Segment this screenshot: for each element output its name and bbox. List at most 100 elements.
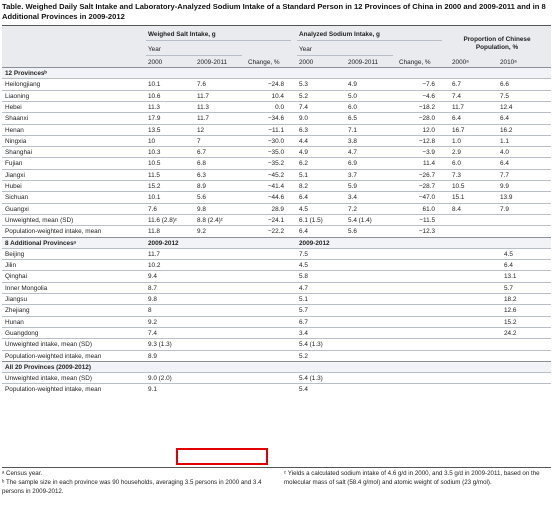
- salt-2009-2012: 9.8: [148, 296, 157, 303]
- header-sodium: Analyzed Sodium Intake, g: [299, 31, 380, 38]
- sodium-change: −11.5: [419, 216, 435, 224]
- prop-2010: 18.2: [504, 296, 517, 303]
- salt-2000: 10.1: [148, 194, 161, 202]
- sodium-change: −7.6: [422, 81, 435, 89]
- salt-2000: 11.3: [148, 103, 160, 111]
- sodium-2009-2012: 5.1: [299, 296, 308, 303]
- sodium-2009-2012: 7.5: [299, 250, 308, 258]
- salt-2009-2012: 9.4: [148, 273, 157, 281]
- header-rule-year-sodium: [297, 55, 393, 56]
- sodium-2009: 5.4 (1.4): [348, 216, 372, 224]
- salt-change: 28.9: [271, 205, 284, 213]
- salt-change: −24.1: [267, 216, 284, 224]
- row-rule: [2, 134, 551, 136]
- row-label: Guangdong: [5, 329, 39, 337]
- footnote-b: ᵇ The sample size in each province was 9…: [2, 479, 262, 495]
- row-label: Qinghai: [5, 273, 28, 281]
- sodium-change: −28.0: [418, 115, 435, 123]
- header-proportion: Proportion of Chinese Population, %: [463, 36, 531, 51]
- row-label: Hunan: [5, 318, 24, 326]
- salt-change: 10.4: [271, 92, 284, 100]
- sodium-2009: 5.0: [348, 92, 357, 100]
- sodium-2009: 4.7: [348, 149, 357, 157]
- salt-2009: 11.7: [197, 92, 209, 100]
- header-rule-salt: [146, 40, 291, 41]
- prop-2010: 12.4: [500, 103, 513, 111]
- salt-2009: 8.8 (2.4)ᶜ: [197, 216, 224, 224]
- salt-2009: 11.3: [197, 103, 209, 111]
- prop-2010: 6.4: [504, 262, 513, 270]
- prop-2000: 2.9: [452, 149, 461, 157]
- salt-change: −30.0: [267, 137, 284, 145]
- salt-2000: 10.3: [148, 149, 161, 157]
- salt-2009: 6.7: [197, 149, 206, 157]
- sodium-2009-2012: 4.5: [299, 262, 308, 270]
- prop-2010: 13.1: [504, 273, 517, 281]
- salt-2009-2012: 9.0 (2.0): [148, 375, 172, 383]
- salt-2009: 7: [197, 137, 201, 145]
- sodium-change: −18.2: [418, 103, 435, 111]
- prop-2000: 6.7: [452, 81, 461, 89]
- prop-2000: 6.0: [452, 160, 461, 168]
- prop-2000: 7.3: [452, 171, 461, 179]
- sodium-2000: 4.4: [299, 137, 308, 145]
- salt-2000: 10: [148, 137, 156, 145]
- row-rule: [2, 315, 551, 317]
- salt-change: −35.2: [267, 160, 284, 168]
- row-rule: [2, 383, 551, 385]
- row-label: Jilin: [5, 262, 17, 270]
- sodium-change: −4.6: [422, 92, 435, 100]
- prop-2000: 8.4: [452, 205, 461, 213]
- col-2009-salt: 2009-2011: [197, 59, 228, 66]
- row-label: Hebei: [5, 103, 22, 111]
- row-rule: [2, 202, 551, 204]
- prop-2010: 4.0: [500, 149, 509, 157]
- salt-2009-2012: 9.2: [148, 318, 157, 326]
- col-2000-sodium: 2000: [299, 59, 314, 66]
- row-rule: [2, 213, 551, 215]
- salt-2009-2012: 7.4: [148, 329, 157, 337]
- header-rule-sodium: [297, 40, 442, 41]
- salt-2009-2012: 8.7: [148, 284, 157, 292]
- salt-2009: 9.8: [197, 205, 206, 213]
- sodium-2009: 6.5: [348, 115, 357, 123]
- sodium-2009-2012: 5.4: [299, 386, 308, 394]
- salt-2000: 11.8: [148, 228, 160, 236]
- prop-2010: 6.4: [500, 160, 509, 168]
- sodium-2000: 8.2: [299, 183, 308, 190]
- salt-change: −24.8: [267, 81, 284, 89]
- salt-change: −45.2: [267, 171, 284, 179]
- col-2010-prop: 2010ᵃ: [500, 59, 517, 66]
- sodium-change: −26.7: [418, 171, 435, 179]
- salt-2009-2012: 9.1: [148, 386, 157, 394]
- salt-2009: 9.2: [197, 228, 206, 236]
- row-label: Population-weighted intake, mean: [5, 228, 102, 236]
- prop-2000: 15.1: [452, 194, 465, 202]
- sodium-2009: 6.0: [348, 103, 357, 111]
- section2-year-salt: 2009-2012: [148, 239, 179, 247]
- salt-2009: 7.6: [197, 81, 206, 89]
- col-2000-salt: 2000: [148, 59, 163, 66]
- section-band: [2, 68, 551, 79]
- salt-change: −11.1: [268, 126, 284, 134]
- sodium-2009-2012: 5.4 (1.3): [299, 375, 323, 383]
- prop-2000: 1.0: [452, 137, 461, 145]
- prop-2000: 7.4: [452, 92, 461, 100]
- sodium-2009-2012: 5.8: [299, 273, 308, 281]
- sodium-2009: 7.2: [348, 205, 357, 213]
- row-rule: [2, 168, 551, 170]
- footnote-c: ᶜ Yields a calculated sodium intake of 4…: [284, 470, 540, 486]
- prop-2010: 4.5: [504, 250, 513, 258]
- row-label: Shanghai: [5, 149, 33, 157]
- row-label: Unweighted intake, mean (SD): [5, 341, 93, 349]
- section-band: [2, 361, 551, 373]
- row-label: Inner Mongolia: [5, 284, 48, 292]
- prop-2000: 11.7: [452, 103, 464, 111]
- row-label: Heilongjiang: [5, 81, 41, 89]
- bottom-rule: [2, 467, 551, 468]
- salt-change: −22.2: [267, 228, 284, 236]
- row-label: Ningxia: [5, 137, 27, 145]
- section-label-8: 8 Additional Provincesᵃ: [5, 239, 77, 247]
- sodium-2000: 7.4: [299, 103, 308, 111]
- table-title: Table. Weighed Daily Salt Intake and Lab…: [2, 2, 546, 21]
